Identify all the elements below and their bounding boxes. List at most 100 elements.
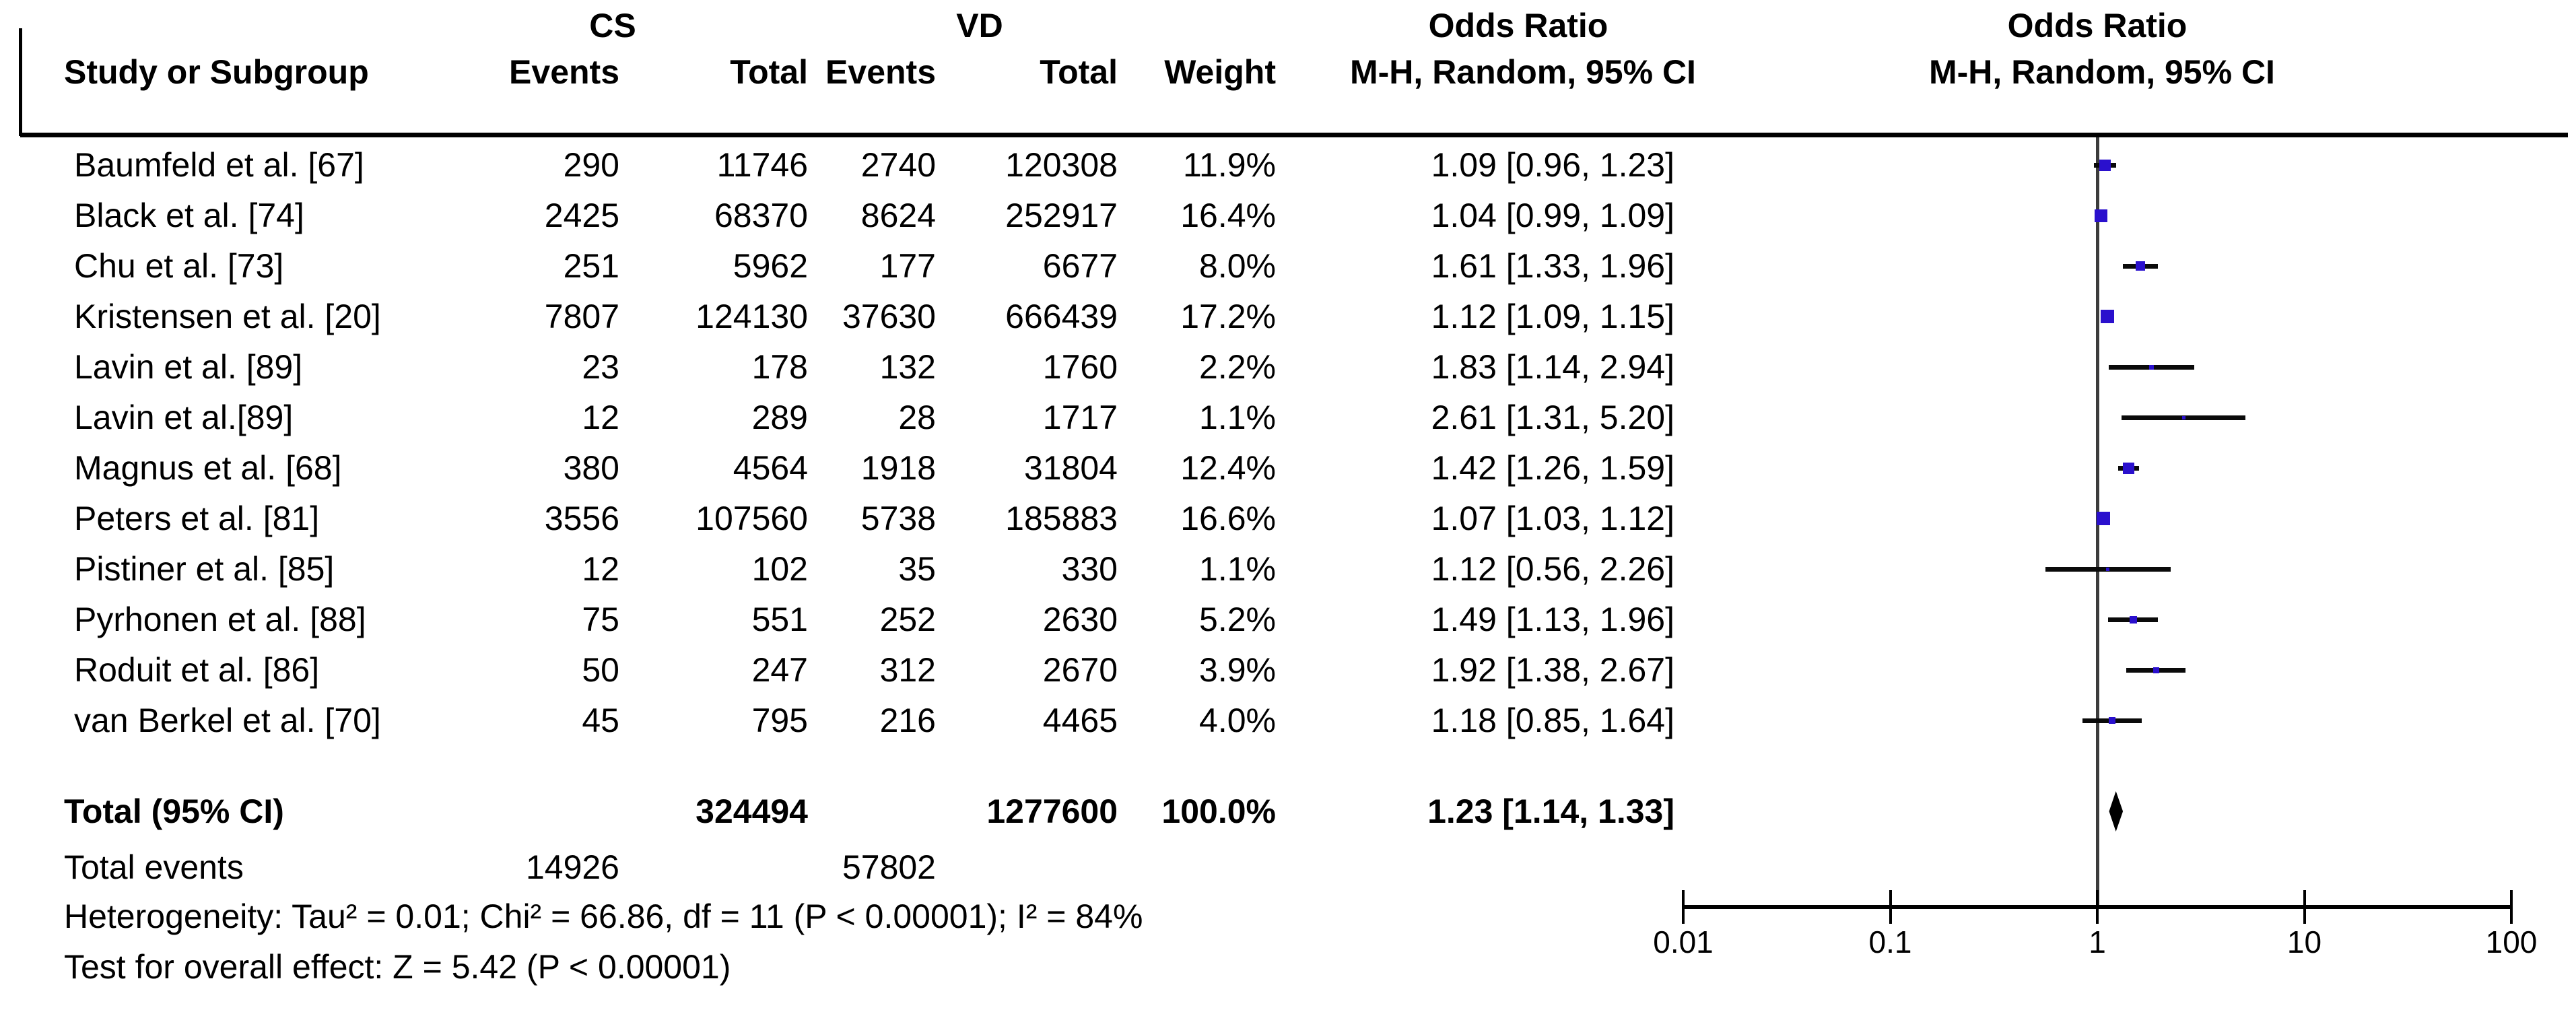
column-header-total-cs: Total bbox=[730, 53, 808, 91]
study-total-cs-cell: 795 bbox=[751, 702, 808, 739]
study-events-vd-cell: 132 bbox=[879, 348, 936, 386]
study-events-cs-cell: 7807 bbox=[544, 298, 619, 335]
effect-square bbox=[2109, 717, 2116, 724]
effect-square bbox=[2153, 667, 2159, 673]
study-total-vd-cell: 252917 bbox=[1005, 197, 1118, 234]
study-total-cs-cell: 4564 bbox=[733, 449, 808, 487]
plot-column-subtitle: M-H, Random, 95% CI bbox=[1929, 53, 2275, 91]
study-total-cs-cell: 289 bbox=[751, 399, 808, 436]
study-events-vd-cell: 28 bbox=[898, 399, 936, 436]
study-weight-cell: 12.4% bbox=[1180, 449, 1276, 487]
study-events-cs-cell: 3556 bbox=[544, 500, 619, 537]
study-total-vd-cell: 2670 bbox=[1042, 651, 1118, 689]
overall-effect-text: Test for overall effect: Z = 5.42 (P < 0… bbox=[64, 948, 731, 986]
total-cs-cell: 324494 bbox=[696, 792, 808, 830]
total-events-cs-cell: 14926 bbox=[525, 848, 619, 886]
effect-square bbox=[2097, 512, 2111, 525]
plot-column-title: Odds Ratio bbox=[2007, 7, 2188, 44]
study-label: Chu et al. [73] bbox=[74, 247, 284, 285]
column-header-events-cs: Events bbox=[509, 53, 619, 91]
study-events-vd-cell: 312 bbox=[879, 651, 936, 689]
effect-square bbox=[2135, 261, 2145, 271]
study-weight-cell: 2.2% bbox=[1199, 348, 1276, 386]
study-events-cs-cell: 12 bbox=[582, 399, 619, 436]
study-total-cs-cell: 5962 bbox=[733, 247, 808, 285]
study-total-vd-cell: 1717 bbox=[1042, 399, 1118, 436]
study-events-vd-cell: 37630 bbox=[842, 298, 936, 335]
total-vd-cell: 1277600 bbox=[986, 792, 1118, 830]
study-or-ci-cell: 1.83 [1.14, 2.94] bbox=[1431, 348, 1674, 386]
study-or-ci-cell: 1.42 [1.26, 1.59] bbox=[1431, 449, 1674, 487]
study-label: Pistiner et al. [85] bbox=[74, 550, 335, 588]
study-events-vd-cell: 2740 bbox=[860, 146, 936, 184]
study-total-vd-cell: 1760 bbox=[1042, 348, 1118, 386]
total-row-label: Total (95% CI) bbox=[64, 792, 284, 830]
study-label: Kristensen et al. [20] bbox=[74, 298, 381, 335]
study-label: Lavin et al.[89] bbox=[74, 399, 294, 436]
study-events-vd-cell: 216 bbox=[879, 702, 936, 739]
total-events-vd-cell: 57802 bbox=[842, 848, 936, 886]
study-or-ci-cell: 1.18 [0.85, 1.64] bbox=[1431, 702, 1674, 739]
x-axis-tick bbox=[1682, 890, 1685, 924]
study-total-vd-cell: 2630 bbox=[1042, 601, 1118, 638]
effect-square bbox=[2105, 567, 2109, 571]
study-total-vd-cell: 185883 bbox=[1005, 500, 1118, 537]
study-events-cs-cell: 2425 bbox=[544, 197, 619, 234]
effect-square bbox=[2149, 364, 2155, 370]
study-events-vd-cell: 177 bbox=[879, 247, 936, 285]
study-weight-cell: 4.0% bbox=[1199, 702, 1276, 739]
study-events-cs-cell: 12 bbox=[582, 550, 619, 588]
study-total-vd-cell: 31804 bbox=[1023, 449, 1118, 487]
study-events-cs-cell: 45 bbox=[582, 702, 619, 739]
x-axis-tick-label: 0.01 bbox=[1653, 924, 1714, 959]
effect-square bbox=[2094, 209, 2107, 222]
study-weight-cell: 5.2% bbox=[1199, 601, 1276, 638]
or-column-subtitle: M-H, Random, 95% CI bbox=[1350, 53, 1696, 91]
column-header-weight: Weight bbox=[1164, 53, 1276, 91]
x-axis-tick bbox=[2510, 890, 2513, 924]
total-or-cell: 1.23 [1.14, 1.33] bbox=[1427, 792, 1674, 830]
header-rule bbox=[20, 133, 2568, 137]
column-header-study: Study or Subgroup bbox=[64, 53, 369, 91]
study-label: Roduit et al. [86] bbox=[74, 651, 320, 689]
study-events-vd-cell: 1918 bbox=[860, 449, 936, 487]
total-events-label: Total events bbox=[64, 848, 244, 886]
header-left-border bbox=[19, 28, 22, 136]
study-label: Peters et al. [81] bbox=[74, 500, 320, 537]
effect-square bbox=[2099, 159, 2111, 171]
study-total-cs-cell: 102 bbox=[751, 550, 808, 588]
study-total-cs-cell: 178 bbox=[751, 348, 808, 386]
study-weight-cell: 16.4% bbox=[1180, 197, 1276, 234]
study-or-ci-cell: 1.07 [1.03, 1.12] bbox=[1431, 500, 1674, 537]
study-weight-cell: 3.9% bbox=[1199, 651, 1276, 689]
study-or-ci-cell: 2.61 [1.31, 5.20] bbox=[1431, 399, 1674, 436]
study-or-ci-cell: 1.09 [0.96, 1.23] bbox=[1431, 146, 1674, 184]
study-events-cs-cell: 251 bbox=[563, 247, 619, 285]
x-axis-tick bbox=[1889, 890, 1892, 924]
study-events-cs-cell: 50 bbox=[582, 651, 619, 689]
total-weight-cell: 100.0% bbox=[1161, 792, 1276, 830]
study-events-vd-cell: 35 bbox=[898, 550, 936, 588]
study-total-vd-cell: 6677 bbox=[1042, 247, 1118, 285]
study-total-cs-cell: 11746 bbox=[716, 146, 808, 184]
study-or-ci-cell: 1.12 [0.56, 2.26] bbox=[1431, 550, 1674, 588]
study-weight-cell: 17.2% bbox=[1180, 298, 1276, 335]
study-label: Pyrhonen et al. [88] bbox=[74, 601, 366, 638]
summary-diamond bbox=[2109, 791, 2124, 832]
x-axis-tick-label: 10 bbox=[2286, 924, 2322, 959]
effect-square bbox=[2181, 415, 2185, 419]
study-label: Magnus et al. [68] bbox=[74, 449, 342, 487]
effect-square bbox=[2123, 462, 2135, 474]
study-total-vd-cell: 666439 bbox=[1005, 298, 1118, 335]
study-events-cs-cell: 75 bbox=[582, 601, 619, 638]
study-total-vd-cell: 120308 bbox=[1005, 146, 1118, 184]
column-header-events-vd: Events bbox=[825, 53, 936, 91]
study-total-vd-cell: 330 bbox=[1061, 550, 1118, 588]
study-events-cs-cell: 290 bbox=[563, 146, 619, 184]
study-events-cs-cell: 23 bbox=[582, 348, 619, 386]
study-total-cs-cell: 68370 bbox=[714, 197, 808, 234]
study-weight-cell: 1.1% bbox=[1199, 550, 1276, 588]
study-total-cs-cell: 247 bbox=[751, 651, 808, 689]
